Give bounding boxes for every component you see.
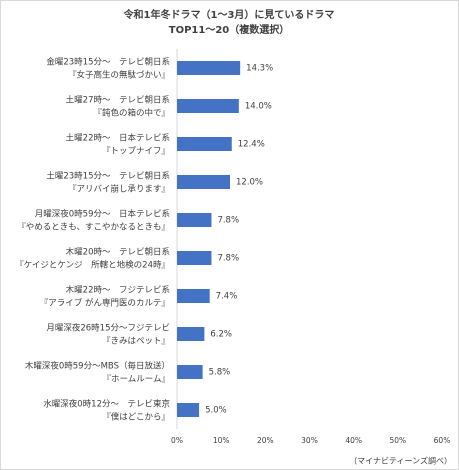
x-tick-label: 0%	[171, 436, 183, 445]
y-tick-label: 月曜深夜26時15分～フジテレビ	[46, 323, 170, 334]
y-tick-label: 『ケイジとケンジ 所轄と地検の24時』	[15, 260, 170, 271]
y-tick-label: 木曜22時～ フジテレビ系	[66, 285, 170, 296]
y-tick-label: 『女子高生の無駄づかい』	[68, 70, 170, 81]
x-tick-label: 40%	[345, 436, 362, 445]
source-note: （マイナビティーンズ調べ）	[349, 456, 452, 466]
x-tick-label: 30%	[301, 436, 318, 445]
x-tick-label: 60%	[434, 436, 451, 445]
y-tick-label: 『きみはペット』	[102, 337, 170, 347]
y-tick-label: 土曜22時～ 日本テレビ系	[66, 133, 170, 144]
value-label: 5.0%	[205, 406, 227, 416]
bar	[177, 137, 232, 151]
x-tick-label: 10%	[213, 436, 230, 445]
y-tick-label: 金曜23時15分～ テレビ朝日系	[46, 57, 170, 68]
value-label: 7.8%	[217, 254, 239, 264]
y-tick-label: 月曜深夜0時59分～ 日本テレビ系	[35, 209, 170, 220]
bar	[177, 403, 200, 417]
bar	[177, 213, 212, 227]
bar	[177, 327, 205, 341]
value-label: 5.8%	[209, 368, 231, 378]
bar	[177, 289, 210, 303]
bar	[177, 365, 203, 379]
chart-title: 令和1年冬ドラマ（1～3月）に見ているドラマ	[123, 8, 335, 21]
value-label: 14.3%	[246, 64, 273, 74]
value-label: 12.0%	[236, 178, 263, 188]
y-tick-label: 『アライブ がん専門医のカルテ』	[40, 298, 170, 309]
y-tick-label: 『やめるときも、すこやかなるときも』	[17, 223, 170, 233]
x-tick-label: 20%	[257, 436, 274, 445]
y-tick-label: 『鈍色の箱の中で』	[93, 108, 170, 119]
chart-subtitle: TOP11～20（複数選択）	[169, 23, 289, 36]
bar	[177, 175, 230, 189]
value-label: 7.8%	[217, 216, 239, 226]
y-tick-label: 木曜深夜0時59分～MBS（毎日放送）	[25, 361, 170, 372]
y-tick-label: 水曜深夜0時12分～ テレビ東京	[43, 399, 170, 410]
bar	[177, 61, 241, 75]
y-tick-label: 『トップナイフ』	[102, 147, 170, 157]
value-label: 12.4%	[238, 140, 265, 150]
y-tick-label: 土曜27時～ テレビ朝日系	[66, 95, 170, 106]
value-label: 6.2%	[210, 330, 232, 340]
y-tick-label: 『アリバイ崩し承ります』	[68, 184, 170, 195]
y-tick-label: 『ホームルーム』	[103, 375, 171, 385]
y-tick-label: 『僕はどこから』	[102, 412, 170, 423]
value-label: 7.4%	[216, 292, 238, 302]
x-tick-label: 50%	[389, 436, 406, 445]
value-label: 14.0%	[245, 102, 272, 112]
bar	[177, 251, 212, 265]
bar	[177, 99, 239, 113]
y-tick-label: 土曜23時15分～ テレビ朝日系	[46, 171, 170, 182]
y-tick-label: 木曜20時～ テレビ朝日系	[66, 247, 170, 258]
